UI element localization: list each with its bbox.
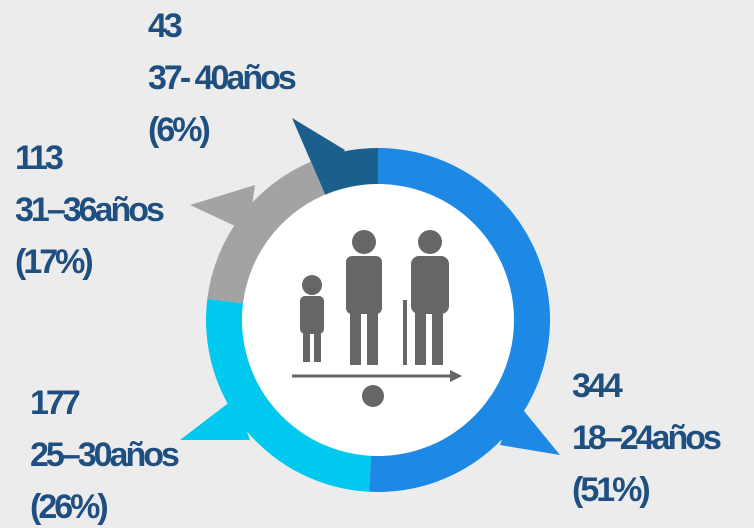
donut-slice <box>207 161 328 305</box>
people-icon <box>300 230 449 365</box>
dot <box>362 385 384 407</box>
category-label: 18–24años <box>572 419 721 457</box>
category-label: 31–36años <box>15 191 164 229</box>
percent-label: (6%) <box>148 111 209 149</box>
value-label: 113 <box>15 139 63 177</box>
value-label: 344 <box>572 367 623 405</box>
value-label: 43 <box>148 7 182 45</box>
category-label: 25–30años <box>30 436 179 474</box>
category-label: 37- 40años <box>148 59 296 97</box>
donut-slice <box>369 148 551 492</box>
percent-label: (26%) <box>30 488 107 526</box>
value-label: 177 <box>30 384 80 422</box>
percent-label: (17%) <box>15 243 92 281</box>
arrow-head <box>450 370 462 382</box>
percent-label: (51%) <box>572 471 649 509</box>
